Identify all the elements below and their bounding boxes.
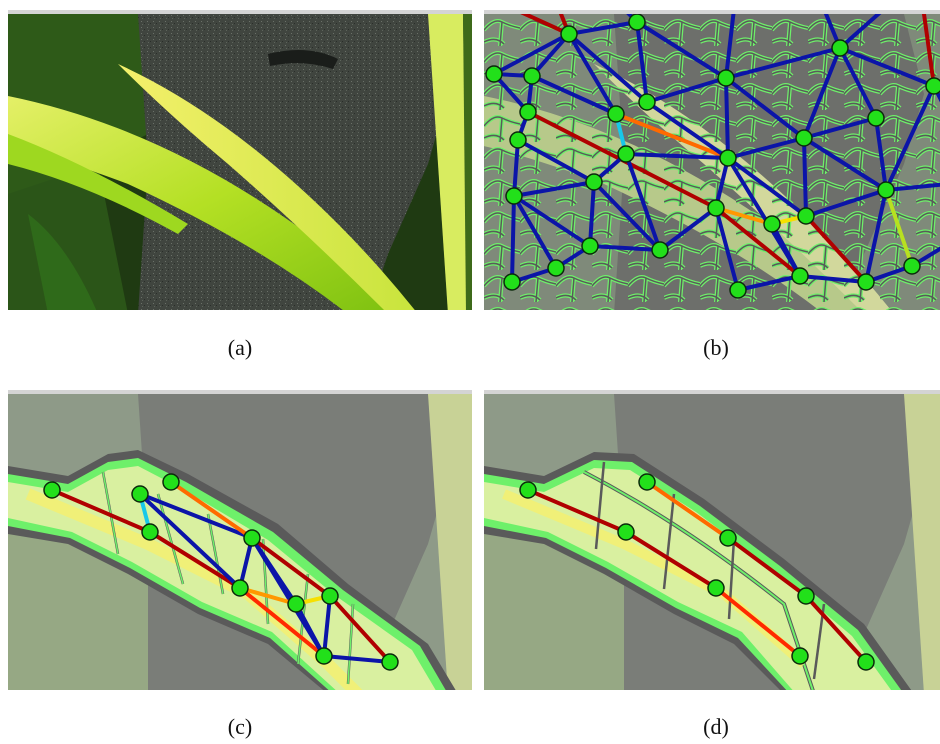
panel-d-chains	[484, 390, 940, 690]
panel-c-subgraph	[8, 390, 472, 690]
caption-d: (d)	[703, 714, 729, 739]
caption-c: (c)	[227, 714, 253, 739]
photo-image	[8, 14, 472, 310]
chain-edges	[526, 480, 868, 664]
chain-nodes	[519, 473, 875, 671]
graph-image	[484, 14, 940, 310]
subgraph-nodes	[43, 473, 399, 671]
chains-image	[484, 394, 940, 690]
caption-a: (a)	[227, 335, 253, 360]
caption-b: (b)	[703, 335, 729, 360]
subgraph-image	[8, 394, 472, 690]
panel-a-photo	[8, 10, 472, 310]
graph-nodes	[485, 14, 940, 299]
panel-b-superpixel-graph	[484, 10, 940, 310]
